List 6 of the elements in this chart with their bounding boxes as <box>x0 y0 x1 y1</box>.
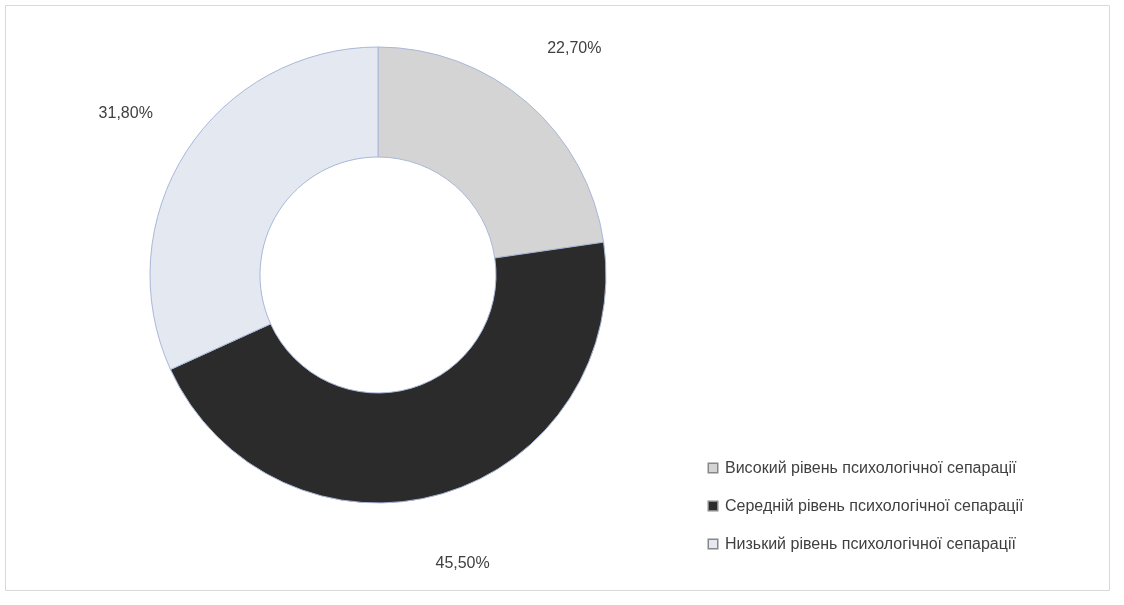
data-label: 31,80% <box>98 103 153 121</box>
legend-label: Високий рівень психологічної сепарації <box>725 459 1018 476</box>
legend-label: Середній рівень психологічної сепарації <box>725 497 1025 514</box>
data-label: 22,70% <box>547 39 602 57</box>
data-label: 45,50% <box>435 553 490 571</box>
legend-label: Низький рівень психологічної сепарації <box>725 535 1017 552</box>
